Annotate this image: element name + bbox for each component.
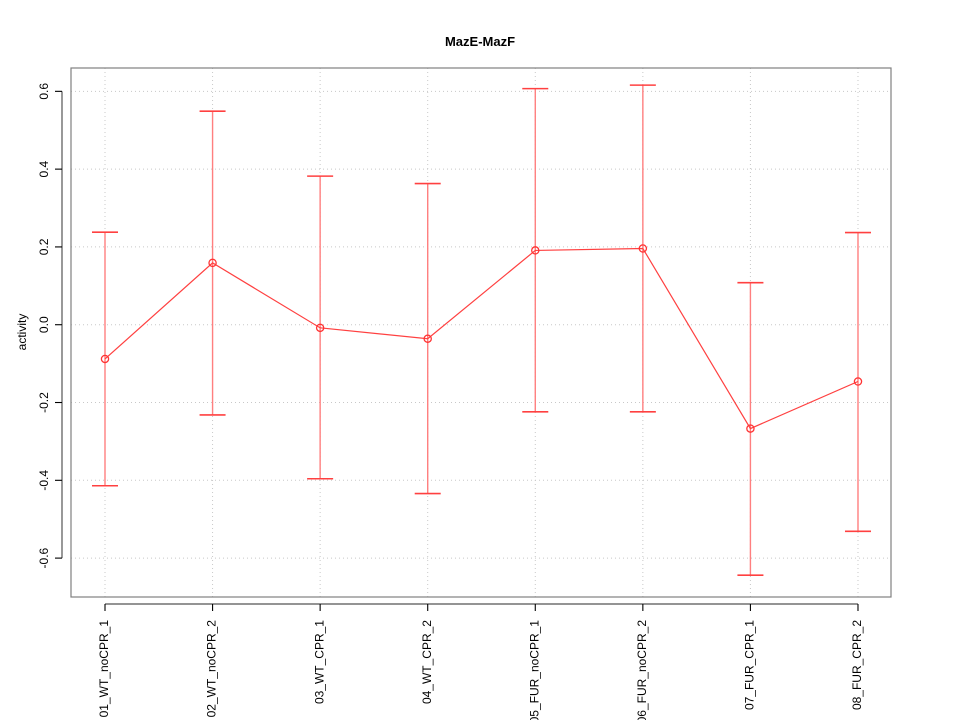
data-point-marker xyxy=(746,424,755,433)
x-axis-tick-label: 08_FUR_CPR_2 xyxy=(850,620,864,710)
y-axis-label: activity xyxy=(15,314,29,351)
x-axis-tick-label: 02_WT_noCPR_2 xyxy=(205,620,219,718)
x-axis-tick-label: 07_FUR_CPR_1 xyxy=(743,620,757,710)
data-point-marker xyxy=(423,334,432,343)
x-axis-tick-label: 01_WT_noCPR_1 xyxy=(97,620,111,718)
y-axis-tick-label: -0.4 xyxy=(37,470,51,491)
x-axis-tick-label: 04_WT_CPR_2 xyxy=(420,620,434,704)
y-axis-tick-label: 0.4 xyxy=(37,160,51,177)
x-axis xyxy=(104,603,859,611)
y-axis: -0.6 -0.4 -0.2 0.0 0.2 0.4 0.6 xyxy=(37,83,63,568)
x-axis-tick-label: 05_FUR_noCPR_1 xyxy=(527,620,541,720)
data-point-marker xyxy=(531,246,540,255)
data-point-marker xyxy=(315,323,325,333)
x-axis-tick-labels: 01_WT_noCPR_1 02_WT_noCPR_2 03_WT_CPR_1 04_… xyxy=(97,620,864,720)
x-axis-tick-label: 06_FUR_noCPR_2 xyxy=(635,620,649,720)
data-point-marker xyxy=(853,377,863,386)
chart-title: MazE-MazF xyxy=(445,34,515,49)
data-point-marker xyxy=(208,258,217,268)
data-point-marker xyxy=(100,354,110,364)
plot-panel-border xyxy=(70,67,892,598)
y-axis-tick-label: -0.6 xyxy=(37,547,51,568)
y-axis-tick-label: -0.2 xyxy=(37,392,51,413)
y-axis-tick-label: 0.0 xyxy=(37,316,51,333)
y-axis-tick-label: 0.2 xyxy=(37,238,51,255)
x-axis-tick-label: 03_WT_CPR_1 xyxy=(312,620,326,704)
data-point-markers xyxy=(100,244,863,433)
series-line-activity xyxy=(104,247,859,430)
y-axis-tick-label: 0.6 xyxy=(37,83,51,100)
data-point-marker xyxy=(638,244,648,253)
